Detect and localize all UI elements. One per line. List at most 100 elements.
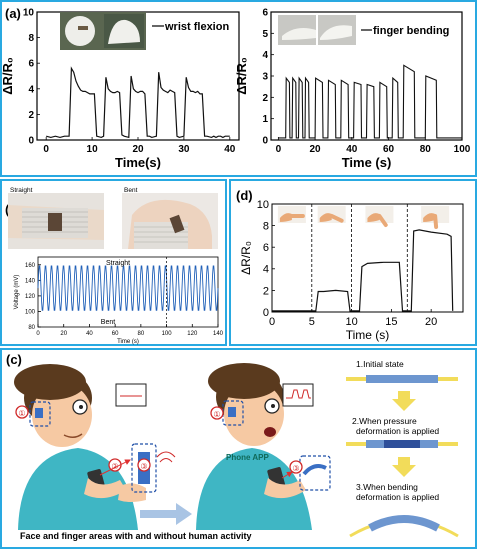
x-tick-label: 20: [425, 316, 437, 328]
y-tick-label: 6: [262, 8, 268, 19]
hand-palm: [367, 213, 380, 222]
x-tick-label: 10: [345, 316, 357, 328]
series-line: [46, 66, 230, 139]
y-tick-label: 2: [263, 285, 269, 297]
x-tick-label: 10: [87, 144, 99, 155]
marker-3b: ③: [292, 464, 299, 473]
y-tick-label: 2: [28, 110, 34, 121]
y-axis-label: ΔR/R₀: [0, 57, 15, 95]
y-axis-label: ΔR/R₀: [239, 241, 253, 275]
hand-icons: [277, 206, 450, 229]
hand-palm: [423, 213, 436, 222]
series-line: [272, 229, 454, 312]
scene-arrow: [140, 503, 192, 525]
x-tick-label: 0: [36, 331, 40, 337]
x-tick-label: 15: [385, 316, 397, 328]
x-tick-label: 40: [224, 144, 236, 155]
x-axis-label: Time(s): [115, 155, 161, 170]
y-tick-label: 1: [262, 114, 268, 125]
y-tick-label: 2: [262, 93, 268, 104]
y-tick-label: 0: [263, 307, 269, 319]
legend-label: finger bending: [373, 25, 449, 37]
x-tick-label: 20: [60, 331, 67, 337]
step-3a: 3.When bending: [356, 482, 418, 492]
y-tick-label: 10: [23, 8, 35, 19]
x-tick-label: 80: [420, 144, 432, 155]
legend-label: wrist flexion: [164, 21, 229, 33]
x-tick-label: 120: [187, 331, 198, 337]
y-tick-label: 120: [25, 294, 36, 300]
series-line: [278, 64, 462, 139]
x-axis-label: Time (s): [346, 328, 390, 342]
y-tick-label: 0: [28, 136, 34, 147]
chart-finger-bending: 0 20 40 60 80 100 0 1 2 3 4 5 6 Time (s) ΔR/R₀ finger b…: [234, 8, 471, 171]
y-tick-label: 5: [262, 29, 268, 40]
x-tick-label: 40: [86, 331, 93, 337]
step-3b: deformation is applied: [356, 492, 439, 502]
panel-d-frame: [229, 179, 477, 346]
hand-palm: [319, 213, 332, 222]
person-left: ① ② ③: [14, 364, 176, 530]
illustration: ① ② ③: [14, 359, 459, 541]
wrist-photo-inset: [60, 12, 146, 50]
marker-2: ②: [111, 462, 118, 471]
y-tick-label: 3: [262, 72, 268, 83]
plot-frame: [271, 203, 464, 313]
y-tick-label: 140: [25, 278, 36, 284]
x-tick-label: 0: [276, 144, 282, 155]
deformation-steps: 1.Initial state 2.When pressure deformat…: [346, 359, 459, 538]
photo-label-bent: Bent: [124, 187, 138, 194]
panel-label-d: (d): [236, 188, 253, 203]
y-tick-label: 4: [28, 84, 34, 95]
finger-photos: Straight Bent: [8, 187, 218, 249]
y-tick-label: 0: [262, 136, 268, 147]
marker-3a: ③: [140, 462, 147, 471]
x-tick-label: 5: [309, 316, 315, 328]
x-tick-label: 20: [310, 144, 322, 155]
panel-c-frame: [0, 348, 477, 549]
finger-photo-inset: [278, 15, 356, 45]
x-tick-label: 60: [383, 144, 395, 155]
chart-wrist-flexion: 0 10 20 30 40 0 2 4 6 8 10 Time(s) ΔR/R₀ wrist flexio…: [0, 8, 240, 170]
x-tick-label: 100: [162, 331, 173, 337]
y-tick-label: 8: [263, 220, 269, 232]
photo-label-straight: Straight: [10, 187, 33, 194]
hand-finger: [433, 214, 439, 229]
x-tick-label: 100: [454, 144, 471, 155]
y-tick-label: 4: [263, 264, 269, 276]
y-axis-label: ΔR/R₀: [234, 57, 249, 95]
x-tick-label: 80: [138, 331, 145, 337]
y-tick-label: 100: [25, 310, 36, 316]
x-tick-label: 0: [269, 316, 275, 328]
hand-finger: [329, 214, 344, 223]
chart-voltage: 0 20 40 60 80 100 120 140 80 100 120 140 160 Time (s)…: [14, 256, 224, 345]
person-right: ① Phone APP ③: [196, 363, 331, 530]
panel-label-a: (a): [5, 6, 21, 21]
panel-b-frame: [0, 179, 227, 346]
annotation-bent: Bent: [101, 319, 115, 326]
y-tick-label: 160: [25, 263, 36, 269]
illustration-caption: Face and finger areas with and without h…: [20, 531, 252, 541]
y-tick-label: 4: [262, 50, 268, 61]
x-tick-label: 60: [112, 331, 119, 337]
hand-palm: [279, 213, 292, 222]
hand-finger: [377, 214, 388, 228]
step-1: 1.Initial state: [356, 359, 404, 369]
phone-app-label: Phone APP: [226, 453, 269, 462]
x-tick-label: 30: [178, 144, 190, 155]
y-tick-label: 10: [257, 199, 269, 211]
annotation-straight: Straight: [106, 260, 130, 267]
marker-1b: ①: [213, 410, 220, 419]
y-tick-label: 6: [28, 59, 34, 70]
y-axis-label: Voltage (mV): [14, 275, 20, 310]
marker-1: ①: [18, 409, 25, 418]
x-tick-label: 20: [132, 144, 144, 155]
panel-a-frame: [0, 0, 477, 177]
x-tick-label: 40: [346, 144, 358, 155]
panel-label-c: (c): [6, 352, 22, 367]
y-tick-label: 6: [263, 242, 269, 254]
step-2a: 2.When pressure: [352, 416, 417, 426]
